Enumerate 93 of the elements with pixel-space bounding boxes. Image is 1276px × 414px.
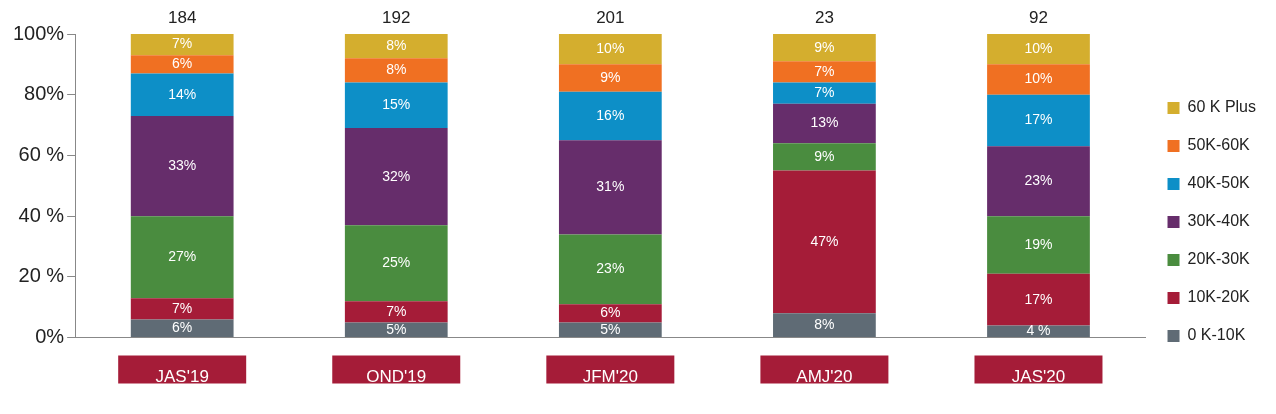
x-tick-label: JAS'20 [1011, 367, 1066, 387]
text: 184 [168, 7, 197, 27]
data-label: 10% [596, 40, 625, 57]
bar [987, 94, 1090, 147]
bar [987, 146, 1090, 217]
bar [558, 322, 662, 338]
data-label: 13% [810, 114, 839, 131]
bar [344, 225, 448, 302]
data-label: 5% [386, 320, 407, 337]
bar [130, 34, 234, 56]
data-label: 17% [1024, 111, 1053, 128]
bar [558, 91, 662, 141]
legend-label: 40K-50K [1187, 174, 1251, 192]
bar [344, 34, 448, 59]
y-tick-label: 100% [13, 21, 65, 44]
y-tick-label: 80% [24, 82, 65, 105]
data-label: 6% [600, 304, 621, 321]
data-label: 25% [382, 254, 411, 271]
legend-label: 50K-60K [1187, 136, 1251, 154]
x-tick-label: AMJ'20 [796, 367, 853, 387]
data-label: 8% [386, 37, 407, 53]
data-label: 8% [814, 316, 835, 333]
data-label: 7% [814, 62, 835, 79]
data-label: 4 % [1026, 322, 1051, 339]
bar [130, 73, 234, 116]
data-label: 7% [386, 302, 407, 319]
data-label: 9% [600, 68, 621, 85]
data-label: 7% [814, 84, 835, 101]
bar [558, 304, 662, 323]
bar [773, 34, 876, 62]
data-label: 9% [814, 38, 835, 55]
bar [344, 58, 448, 83]
data-label: 17% [1024, 290, 1053, 307]
bar [344, 322, 448, 338]
text: 192 [382, 7, 411, 27]
y-tick-label: 40 % [18, 203, 65, 226]
bar [130, 115, 234, 217]
data-label: 47% [810, 232, 839, 249]
bar [130, 319, 234, 338]
data-label: 10% [1024, 40, 1053, 57]
bar [773, 103, 876, 144]
data-label: 31% [596, 178, 625, 195]
bar [987, 325, 1090, 338]
bar [344, 82, 448, 129]
legend-label: 60 K Plus [1187, 98, 1256, 116]
y-tick-label: 0% [35, 325, 65, 348]
data-label: 9% [814, 147, 835, 164]
data-label: 19% [1024, 235, 1053, 252]
data-label: 8% [386, 61, 407, 78]
bar [344, 128, 448, 226]
bar [558, 64, 662, 92]
bar [773, 313, 876, 338]
bar [558, 234, 662, 305]
bar [987, 34, 1090, 65]
data-label: 7% [172, 35, 193, 52]
data-label: 5% [600, 320, 621, 337]
bar [344, 301, 448, 323]
data-label: 6% [172, 319, 193, 336]
x-tick-label: JAS'19 [155, 367, 209, 387]
legend-label: 0 K-10K [1187, 326, 1246, 344]
bar [558, 140, 662, 235]
data-label: 27% [168, 248, 197, 265]
x-tick-label: JFM'20 [582, 367, 638, 387]
data-label: 6% [172, 55, 193, 72]
bar [773, 82, 876, 104]
bar [773, 143, 876, 171]
legend-label: 20K-30K [1187, 250, 1251, 268]
y-tick-label: 20 % [18, 264, 65, 287]
bar [130, 216, 234, 299]
data-label: 14% [168, 85, 197, 102]
bar [773, 170, 876, 314]
bar [987, 64, 1090, 95]
bar [773, 61, 876, 83]
data-label: 15% [382, 96, 411, 113]
legend-label: 10K-20K [1187, 288, 1251, 306]
data-label: 23% [596, 260, 625, 277]
bar [987, 216, 1090, 274]
data-label: 16% [596, 106, 625, 123]
bar [558, 34, 662, 65]
data-label: 32% [382, 167, 411, 184]
legend-label: 30K-40K [1187, 212, 1251, 230]
bar [130, 298, 234, 320]
data-label: 7% [172, 299, 193, 316]
x-tick-label: OND'19 [366, 367, 427, 387]
text: 92 [1029, 7, 1048, 27]
text: 23 [814, 7, 834, 27]
text: 201 [596, 7, 625, 27]
bar [987, 273, 1090, 326]
data-label: 33% [168, 156, 197, 173]
y-tick-label: 60 % [18, 142, 65, 165]
data-label: 23% [1024, 172, 1053, 189]
data-label: 10% [1024, 70, 1053, 87]
bar [130, 55, 234, 74]
